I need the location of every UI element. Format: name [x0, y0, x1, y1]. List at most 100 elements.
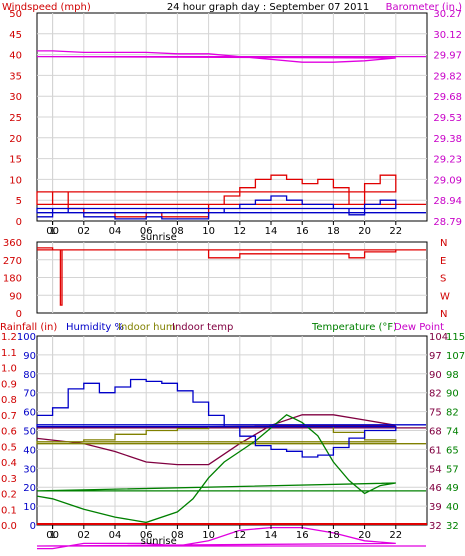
wind-xtick-label: 08 [171, 226, 184, 237]
temp-xtick-label: 12 [233, 530, 246, 541]
rain-ytick-label: 1.2 [1, 332, 17, 343]
wind-ytick-label: 50 [9, 9, 22, 20]
humidity-ytick-label: 0 [30, 521, 36, 532]
baro-ytick-label: 29.68 [433, 92, 462, 103]
temp-xtick-label: 22 [389, 530, 402, 541]
temp-ytick-label: 65 [446, 445, 459, 456]
wind-ytick-label: 15 [9, 155, 22, 166]
chart-title: 24 hour graph day : September 07 2011 [167, 2, 369, 13]
humidity-axis-title: Humidity % [66, 322, 124, 333]
temp-xtick-label: 08 [171, 530, 184, 541]
wind-ytick-label: 25 [9, 113, 22, 124]
indoor-temp-ytick-label: 104 [429, 332, 448, 343]
dir-compass-label: S [440, 274, 446, 285]
rain-ytick-label: 0.9 [1, 379, 17, 390]
wind-average-line [36, 195, 426, 220]
temp-ytick-label: 82 [446, 408, 459, 419]
wind-xtick-label: 06 [140, 226, 153, 237]
temp-xtick-label: 04 [109, 530, 122, 541]
wind-xtick-label: 14 [265, 226, 278, 237]
indoor-temp-ytick-label: 90 [429, 370, 442, 381]
baro-ytick-label: 29.09 [433, 175, 462, 186]
temp-ytick-label: 90 [446, 389, 459, 400]
temp-ytick-label: 32 [446, 521, 459, 532]
humidity-ytick-label: 70 [23, 389, 36, 400]
dewpoint-line [36, 526, 426, 550]
indoor-temp-ytick-label: 46 [429, 483, 442, 494]
humidity-line [36, 378, 426, 458]
baro-ytick-label: 28.94 [433, 196, 462, 207]
temp-xtick-label: 02 [77, 530, 90, 541]
temperature-axis-title: Temperature (°F) [311, 322, 397, 333]
temp-sunrise-label: sunrise [141, 536, 177, 547]
temp-xtick-label: 10 [202, 530, 215, 541]
wind-xtick-label: 04 [109, 226, 122, 237]
temp-ytick-label: 49 [446, 483, 459, 494]
wind-xtick-label: 20 [358, 226, 371, 237]
wind-ytick-label: 20 [9, 134, 22, 145]
temp-xtick-label: 00 [46, 530, 59, 541]
dir-compass-label: W [440, 291, 450, 302]
baro-ytick-label: 29.97 [433, 51, 462, 62]
indoor-temp-ytick-label: 32 [429, 521, 442, 532]
temperature-line [36, 414, 426, 524]
baro-ytick-label: 28.79 [433, 217, 462, 228]
humidity-ytick-label: 10 [23, 502, 36, 513]
temp-ytick-label: 107 [446, 351, 465, 362]
baro-ytick-label: 30.27 [433, 9, 462, 20]
humidity-ytick-label: 20 [23, 483, 36, 494]
wind-xtick-label: 10 [202, 226, 215, 237]
wind-xtick-label: 02 [77, 226, 90, 237]
barometer-axis-title: Barometer (in.) [386, 2, 462, 13]
dir-ytick-label: 90 [9, 291, 22, 302]
temp-ytick-label: 115 [446, 332, 465, 343]
wind-ytick-label: 30 [9, 92, 22, 103]
wind-ytick-label: 0 [16, 217, 22, 228]
rain-ytick-label: 0.5 [1, 442, 17, 453]
temp-ytick-label: 98 [446, 370, 459, 381]
indoor-temp-ytick-label: 68 [429, 427, 442, 438]
baro-ytick-label: 29.38 [433, 134, 462, 145]
wind-xtick-label: 16 [296, 226, 309, 237]
dir-ytick-label: 0 [16, 309, 22, 320]
barometer-line [36, 50, 426, 63]
temp-xtick-label: 18 [327, 530, 340, 541]
wind-xtick-label: 18 [327, 226, 340, 237]
humidity-ytick-label: 50 [23, 427, 36, 438]
humidity-ytick-label: 80 [23, 370, 36, 381]
baro-ytick-label: 29.82 [433, 71, 462, 82]
wind-sunrise-label: sunrise [141, 232, 177, 243]
temp-ytick-label: 57 [446, 464, 459, 475]
dir-compass-label: N [440, 309, 447, 320]
rain-ytick-label: 0.4 [1, 458, 17, 469]
indoor-temp-ytick-label: 61 [429, 445, 442, 456]
temp-xtick-label: 06 [140, 530, 153, 541]
dir-ytick-label: 180 [3, 274, 22, 285]
indoor-temp-ytick-label: 82 [429, 389, 442, 400]
rain-ytick-label: 0.8 [1, 395, 17, 406]
dir-compass-label: N [440, 238, 447, 249]
baro-ytick-label: 30.12 [433, 30, 462, 41]
rainfall-axis-title: Rainfall (in) [0, 322, 57, 333]
rain-ytick-label: 0.6 [1, 427, 17, 438]
humidity-ytick-label: 60 [23, 408, 36, 419]
indoor-temp-ytick-label: 54 [429, 464, 442, 475]
humidity-ytick-label: 100 [17, 332, 36, 343]
humidity-ytick-label: 30 [23, 464, 36, 475]
wind-xtick-label: 1 [49, 226, 55, 237]
baro-ytick-label: 29.23 [433, 155, 462, 166]
temp-xtick-label: 16 [296, 530, 309, 541]
rain-ytick-label: 0.3 [1, 474, 17, 485]
rain-ytick-label: 0.2 [1, 490, 17, 501]
wind-xtick-label: 12 [233, 226, 246, 237]
rain-ytick-label: 0.0 [1, 521, 17, 532]
indoor-temp-ytick-label: 97 [429, 351, 442, 362]
dir-ytick-label: 360 [3, 238, 22, 249]
indoor-temp-axis-title: Indoor temp [172, 322, 233, 333]
wind-ytick-label: 10 [9, 175, 22, 186]
wind-direction-line [37, 247, 426, 306]
wind-xtick-label: 00 [46, 226, 59, 237]
humidity-ytick-label: 40 [23, 445, 36, 456]
indoor-hum-axis-title: Indoor hum [118, 322, 176, 333]
